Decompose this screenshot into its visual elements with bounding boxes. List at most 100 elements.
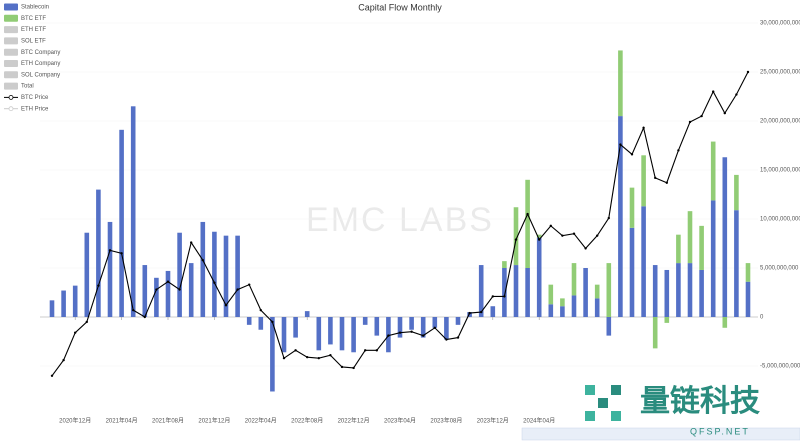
bar [409,317,414,330]
legend-swatch [4,14,18,22]
legend-swatch [4,37,18,45]
logo-icon [598,398,608,408]
bar [513,265,519,317]
point [259,308,262,312]
point [735,93,738,96]
bar [710,141,716,201]
point [596,234,599,237]
y-tick-label: 15,000,000,000 [760,168,800,174]
point [143,315,146,319]
logo-icon [585,385,595,395]
point [282,356,286,360]
point [630,153,634,156]
bar [606,317,612,336]
bar [513,207,519,266]
legend-swatch [4,82,18,90]
logo-text: 量链科技 [640,384,760,418]
x-tick-label: 2022年04月 [245,417,277,425]
bar [502,268,507,317]
bar [223,235,229,317]
point [97,284,100,287]
bar [444,317,449,340]
bar [467,312,472,317]
point [456,336,460,339]
legend-label[interactable]: Total [21,84,34,90]
bar [629,187,635,228]
zoom-slider[interactable] [521,427,800,441]
legend-label[interactable]: BTC Price [21,95,49,101]
legend-label[interactable]: SOL Company [21,72,60,78]
bar [652,317,658,349]
point [352,366,355,370]
bar [270,317,275,392]
point [190,241,193,244]
bar [745,281,751,317]
bar [734,210,739,317]
watermark: EMC LABS [306,201,494,239]
point [74,331,77,334]
point [433,326,436,329]
point [549,224,552,228]
legend-label[interactable]: ETH ETF [21,27,46,33]
legend-label[interactable]: ETH Price [21,106,49,112]
legend-label[interactable]: BTC Company [21,50,60,56]
bar [188,263,194,317]
bar [200,221,206,317]
bar [629,227,635,317]
bar [734,174,739,211]
point [584,247,587,250]
legend-label[interactable]: ETH Company [21,61,60,67]
legend-swatch [4,71,18,79]
bar [594,298,600,317]
point [723,111,726,115]
bar [397,317,403,338]
x-tick-label: 2022年08月 [291,417,323,425]
point [445,338,448,341]
point [480,310,483,314]
point [572,232,576,235]
chart-title: Capital Flow Monthly [358,2,442,12]
point [166,280,170,283]
point [364,349,367,352]
y-tick-label: -5,000,000,000 [760,364,800,370]
bar [525,179,530,268]
legend-label[interactable]: Stablecoin [21,5,49,11]
logo-icon [611,385,621,395]
bar [84,232,90,317]
x-tick-label: 2020年12月 [59,417,91,425]
bar [49,300,55,317]
bar [130,106,136,317]
bar [710,200,716,317]
x-tick-label: 2021年12月 [198,417,230,425]
point [306,355,309,359]
bar [502,261,507,268]
bar [664,269,670,317]
bar [339,317,345,351]
legend-swatch [8,95,14,100]
y-tick-label: 5,000,000,000 [760,266,799,272]
x-tick-label: 2024年04月 [523,417,555,425]
point [607,216,610,220]
legend-label[interactable]: SOL ETF [21,38,46,44]
bar [177,232,182,317]
x-tick-label: 2023年04月 [384,417,416,425]
bar [618,50,623,117]
y-tick-label: 10,000,000,000 [760,217,800,223]
bar [61,290,66,317]
point [387,334,390,337]
bar [606,263,612,317]
legend-swatch [8,106,14,112]
point [526,212,529,216]
bar [641,155,646,207]
bar [374,317,380,336]
bar [699,269,704,317]
bar [676,263,681,317]
bar [594,284,600,299]
point [561,234,564,237]
point [132,308,135,312]
bar [699,225,704,270]
legend-label[interactable]: BTC ETF [21,16,46,22]
point [688,120,692,124]
bar [293,317,298,338]
